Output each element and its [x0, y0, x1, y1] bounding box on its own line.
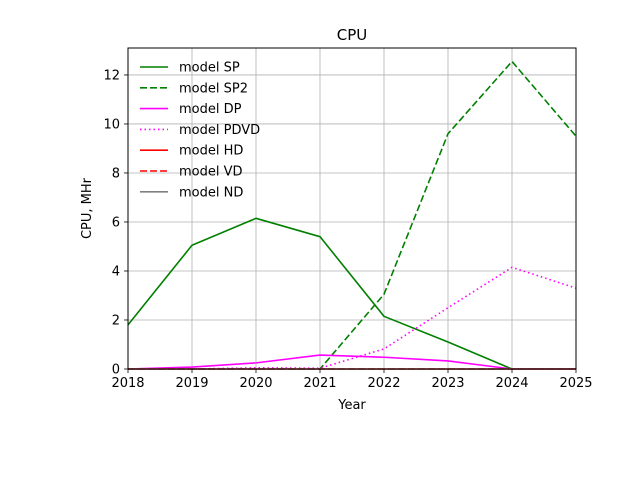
y-tick-label: 2 — [112, 313, 120, 328]
x-axis-label: Year — [337, 398, 366, 413]
legend-label: model SP2 — [179, 81, 248, 96]
legend-label: model HD — [179, 144, 243, 159]
x-tick-label: 2019 — [175, 376, 208, 391]
x-axis-ticks: 2018 2019 2020 2021 2022 2023 2024 2025 — [111, 369, 593, 391]
x-tick-label: 2025 — [559, 376, 592, 391]
x-tick-label: 2018 — [111, 376, 144, 391]
legend-label: model DP — [179, 102, 242, 117]
y-tick-label: 8 — [112, 166, 120, 181]
y-tick-label: 12 — [103, 68, 120, 83]
x-tick-label: 2024 — [495, 376, 528, 391]
y-tick-label: 0 — [112, 363, 120, 378]
y-tick-label: 6 — [112, 215, 120, 230]
series-line — [127, 217, 576, 370]
x-tick-label: 2022 — [367, 376, 400, 391]
y-axis-ticks: 0 2 4 6 8 10 12 — [103, 68, 128, 378]
legend-label: model VD — [179, 165, 243, 180]
series-line — [128, 266, 577, 370]
y-axis-label: CPU, MHr — [80, 177, 95, 239]
chart-title: CPU — [337, 26, 368, 44]
x-tick-label: 2020 — [239, 376, 272, 391]
legend-label: model SP — [179, 61, 240, 76]
legend-label: model ND — [179, 185, 243, 200]
series-line — [127, 354, 576, 370]
y-tick-label: 4 — [112, 264, 120, 279]
x-tick-label: 2021 — [303, 376, 336, 391]
y-tick-label: 10 — [103, 117, 120, 132]
legend-label: model PDVD — [179, 123, 260, 138]
legend: model SP model SP2 model DP model PDVD model… — [140, 61, 260, 200]
plot-frame — [127, 47, 577, 370]
x-tick-label: 2023 — [431, 376, 464, 391]
